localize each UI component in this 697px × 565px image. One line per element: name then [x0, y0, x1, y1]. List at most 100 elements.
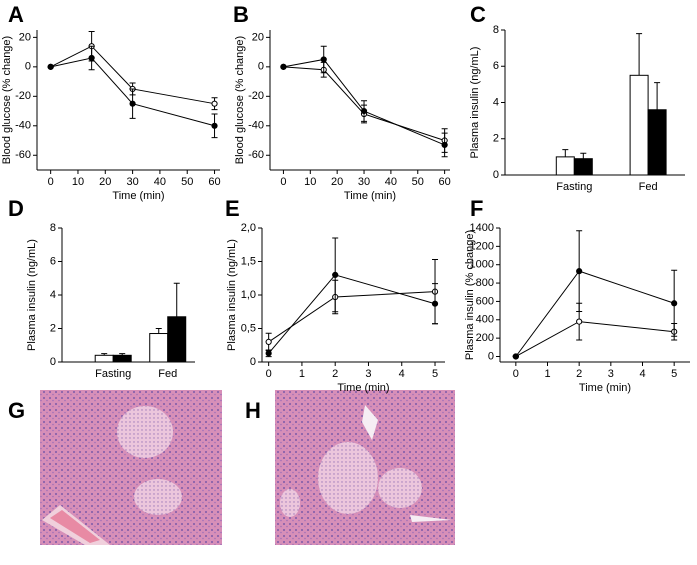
bar: [149, 333, 169, 363]
y-tick-label: 0: [25, 61, 31, 73]
y-tick-label: 4: [493, 96, 499, 108]
y-tick-label: -20: [15, 90, 31, 102]
y-tick-label: 400: [476, 314, 494, 326]
y-tick-label: 2,0: [241, 222, 256, 234]
x-tick-label: 60: [208, 176, 220, 188]
marker: [88, 54, 95, 62]
marker: [129, 100, 136, 107]
y-tick-label: -20: [248, 90, 264, 102]
x-tick-label: 0: [280, 176, 286, 188]
histology-h: [275, 390, 455, 545]
y-tick-label: 800: [476, 277, 494, 289]
y-tick-label: 0: [488, 350, 494, 362]
marker: [576, 268, 583, 275]
marker: [332, 271, 339, 278]
x-axis-label: Time (min): [579, 382, 631, 394]
line: [283, 66, 445, 142]
x-tick-label: 3: [608, 368, 614, 380]
y-tick-label: 6: [50, 255, 56, 267]
y-axis-label: Plasma insulin (ng/mL): [226, 239, 238, 351]
marker: [671, 300, 678, 307]
error-bar: [155, 328, 162, 334]
x-tick-label: 4: [639, 368, 645, 380]
x-tick-label: 10: [304, 176, 316, 188]
line: [283, 58, 445, 146]
x-tick-label: 20: [99, 176, 111, 188]
y-tick-label: 1000: [470, 259, 494, 271]
panel-letter: H: [245, 398, 261, 423]
y-tick-label: 1400: [470, 222, 494, 234]
y-tick-label: 0,5: [241, 322, 256, 334]
y-tick-label: 8: [50, 222, 56, 234]
x-axis-label: Time (min): [337, 382, 389, 394]
marker: [280, 63, 287, 70]
y-tick-label: 2: [50, 322, 56, 334]
line: [50, 45, 215, 105]
y-tick-label: 1,0: [241, 289, 256, 301]
y-tick-label: -60: [248, 149, 264, 161]
x-tick-label: 0: [513, 368, 519, 380]
marker: [360, 107, 368, 115]
bar: [167, 316, 187, 363]
x-tick-label: 30: [126, 176, 138, 188]
marker: [211, 122, 218, 129]
marker: [211, 100, 218, 107]
bar: [112, 354, 132, 363]
x-tick-label: Fasting: [556, 181, 592, 193]
y-tick-label: 600: [476, 295, 494, 307]
y-tick-label: 1200: [470, 240, 494, 252]
x-axis-label: Time (min): [344, 190, 396, 202]
panel-letter: C: [470, 2, 486, 27]
y-tick-label: 20: [252, 31, 264, 43]
x-tick-label: 40: [154, 176, 166, 188]
x-tick-label: 50: [412, 176, 424, 188]
y-axis-label: Plasma insulin (ng/mL): [469, 47, 481, 159]
x-tick-label: 60: [439, 176, 451, 188]
y-axis-label: Blood glucose (% change): [1, 36, 13, 164]
x-tick-label: 0: [266, 368, 272, 380]
y-tick-label: 0: [493, 169, 499, 181]
x-tick-label: 0: [48, 176, 54, 188]
y-axis-label: Plasma insulin (% change): [464, 230, 476, 360]
line: [50, 57, 215, 127]
bar: [94, 354, 114, 363]
x-tick-label: 1: [544, 368, 550, 380]
line: [268, 291, 436, 343]
y-tick-label: 8: [493, 24, 499, 36]
panel-letter: B: [233, 2, 249, 27]
y-tick-label: 0: [258, 61, 264, 73]
panel-letter: E: [225, 196, 240, 221]
x-tick-label: 30: [358, 176, 370, 188]
x-tick-label: 40: [385, 176, 397, 188]
y-tick-label: 20: [19, 31, 31, 43]
x-tick-label: 3: [365, 368, 371, 380]
y-axis-label: Plasma insulin (ng/mL): [26, 239, 38, 351]
x-tick-label: 10: [72, 176, 84, 188]
y-tick-label: -40: [248, 120, 264, 132]
bar: [647, 109, 667, 176]
marker: [265, 350, 272, 357]
marker: [47, 63, 54, 70]
x-axis-label: Time (min): [112, 190, 164, 202]
error-bar: [173, 282, 180, 317]
y-tick-label: -60: [15, 149, 31, 161]
bar: [573, 158, 593, 176]
panel-letter: G: [8, 398, 25, 423]
bar: [629, 74, 649, 176]
y-tick-label: 2: [493, 133, 499, 145]
y-axis-label: Blood glucose (% change): [234, 36, 246, 164]
panel-letter: F: [470, 196, 483, 221]
x-tick-label: 50: [181, 176, 193, 188]
y-tick-label: 0: [50, 356, 56, 368]
marker: [576, 318, 583, 325]
marker: [320, 56, 327, 63]
x-tick-label: 5: [671, 368, 677, 380]
x-tick-label: Fed: [639, 181, 658, 193]
error-bar: [636, 33, 643, 76]
x-tick-label: 20: [331, 176, 343, 188]
x-tick-label: Fed: [158, 368, 177, 380]
y-tick-label: 6: [493, 60, 499, 72]
x-tick-label: 5: [432, 368, 438, 380]
error-bar: [580, 152, 587, 159]
